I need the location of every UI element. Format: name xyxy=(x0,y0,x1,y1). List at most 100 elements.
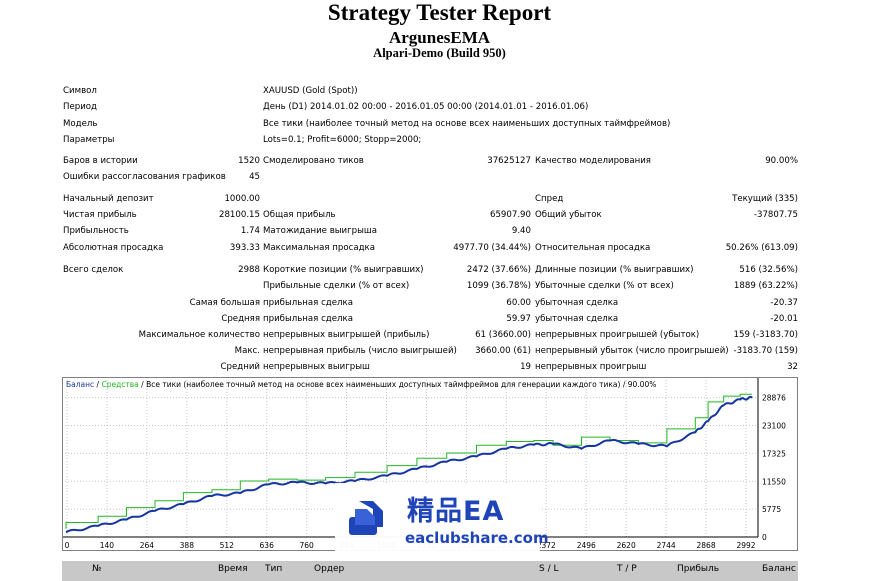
largest-loss-label: убыточная сделка xyxy=(535,298,619,308)
max-cons-losses-label: непрерывных проигрышей (убыток) xyxy=(535,330,700,340)
col-tp: T / P xyxy=(617,564,637,574)
ticks-value: 37625127 xyxy=(487,156,531,166)
average-loss-value: -20.01 xyxy=(770,314,798,324)
gross-loss-label: Общий убыток xyxy=(535,210,602,220)
total-trades-label: Всего сделок xyxy=(63,265,124,275)
deposit-label: Начальный депозит xyxy=(63,194,154,204)
model-label: Модель xyxy=(63,119,98,129)
spread-value: Текущий (335) xyxy=(732,194,798,204)
abs-drawdown-label: Абсолютная просадка xyxy=(63,243,164,253)
max-cons-wins-value: 61 (3660.00) xyxy=(475,330,531,340)
profit-factor-label: Прибыльность xyxy=(63,226,129,236)
bars-label: Баров в истории xyxy=(63,156,138,166)
x-tick-label: 2620 xyxy=(617,541,636,550)
x-tick-label: 0 xyxy=(65,541,70,550)
profit-factor-value: 1.74 xyxy=(240,226,260,236)
avg-cons-losses-label: непрерывных проигрыш xyxy=(535,362,647,372)
ticks-label: Смоделировано тиков xyxy=(263,156,364,166)
short-positions-value: 2472 (37.66%) xyxy=(466,265,531,275)
col-number: № xyxy=(92,564,102,574)
short-positions-label: Короткие позиции (% выигравших) xyxy=(263,265,424,275)
expected-payoff-label: Матожидание выигрыша xyxy=(263,226,378,236)
profit-trades-label: Прибыльные сделки (% от всех) xyxy=(263,281,410,291)
x-tick-label: 2868 xyxy=(697,541,716,550)
chart-legend: Баланс / Средства / Все тики (наиболее т… xyxy=(66,380,656,389)
rel-drawdown-value: 50.26% (613.09) xyxy=(725,243,798,253)
max-label: Макс. xyxy=(234,346,260,356)
average-label: Средняя xyxy=(221,314,260,324)
long-positions-label: Длинные позиции (% выигравших) xyxy=(535,265,694,275)
watermark: 精品EA eaclubshare.com xyxy=(335,483,549,553)
col-profit: Прибыль xyxy=(677,564,720,574)
model-value: Все тики (наиболее точный метод на основ… xyxy=(263,119,671,129)
x-tick-label: 2992 xyxy=(736,541,755,550)
avg-cons-losses-value: 32 xyxy=(787,362,798,372)
legend-description: / Все тики (наиболее точный метод на осн… xyxy=(139,380,657,389)
max-drawdown-label: Максимальная просадка xyxy=(263,243,375,253)
max-cons-profit-value: 3660.00 (61) xyxy=(475,346,531,356)
gross-profit-value: 65907.90 xyxy=(489,210,531,220)
quality-value: 90.00% xyxy=(765,156,798,166)
max-cons-wins-label: непрерывных выигрышей (прибыль) xyxy=(263,330,430,340)
expert-name: ArgunesEMA xyxy=(388,28,491,47)
server-name: Alpari-Demo (Build 950) xyxy=(373,46,506,60)
legend-equity: Средства xyxy=(101,380,138,389)
total-trades-value: 2988 xyxy=(238,265,260,275)
symbol-value: XAUUSD (Gold (Spot)) xyxy=(263,86,358,96)
x-tick-label: 512 xyxy=(220,541,235,550)
x-tick-label: 2372 xyxy=(537,541,556,550)
max-cons-profit-label: непрерывная прибыль (число выигрышей) xyxy=(263,346,457,356)
watermark-brand: 精品EA xyxy=(407,496,505,527)
average-profit-value: 59.97 xyxy=(506,314,531,324)
x-tick-label: 636 xyxy=(260,541,275,550)
errors-value: 45 xyxy=(249,172,260,182)
gross-profit-label: Общая прибыль xyxy=(263,210,336,220)
long-positions-value: 516 (32.56%) xyxy=(739,265,798,275)
gross-loss-value: -37807.75 xyxy=(753,210,798,220)
quality-label: Качество моделирования xyxy=(535,156,651,166)
avg-label: Средний xyxy=(220,362,260,372)
series-equity-line xyxy=(65,393,753,529)
report-title: Strategy Tester Report xyxy=(327,0,552,25)
col-time: Время xyxy=(218,564,248,574)
y-tick-label: 23100 xyxy=(762,422,786,431)
largest-profit-value: 60.00 xyxy=(506,298,531,308)
x-tick-label: 388 xyxy=(180,541,195,550)
max-count-label: Максимальное количество xyxy=(138,330,260,340)
rel-drawdown-label: Относительная просадка xyxy=(535,243,651,253)
period-label: Период xyxy=(63,102,97,112)
params-value: Lots=0.1; Profit=6000; Stopp=2000; xyxy=(263,135,422,145)
largest-label: Самая большая xyxy=(189,298,260,308)
x-tick-label: 2744 xyxy=(657,541,676,550)
watermark-site: eaclubshare.com xyxy=(405,529,549,547)
avg-cons-wins-value: 19 xyxy=(520,362,531,372)
bars-value: 1520 xyxy=(238,156,260,166)
average-profit-label: прибыльная сделка xyxy=(263,314,353,324)
col-balance: Баланс xyxy=(762,564,796,574)
spread-label: Спред xyxy=(535,194,564,204)
largest-profit-label: прибыльная сделка xyxy=(263,298,353,308)
period-value: День (D1) 2014.01.02 00:00 - 2016.01.05 … xyxy=(263,102,589,112)
x-tick-label: 2496 xyxy=(577,541,596,550)
largest-loss-value: -20.37 xyxy=(770,298,798,308)
y-tick-label: 17325 xyxy=(762,449,786,458)
x-tick-label: 140 xyxy=(100,541,115,550)
series-balance-line xyxy=(65,395,753,534)
y-tick-label: 28876 xyxy=(762,394,786,403)
y-tick-label: 11550 xyxy=(762,477,786,486)
col-order: Ордер xyxy=(314,564,345,574)
watermark-logo-icon xyxy=(349,501,383,535)
avg-cons-wins-label: непрерывных выигрыш xyxy=(263,362,370,372)
max-cons-loss-label: непрерывный убыток (число проигрышей) xyxy=(535,346,729,356)
net-profit-label: Чистая прибыль xyxy=(63,210,137,220)
legend-balance: Баланс xyxy=(66,380,94,389)
trades-table-header: № Время Тип Ордер S / L T / P Прибыль Ба… xyxy=(62,561,798,581)
abs-drawdown-value: 393.33 xyxy=(229,243,260,253)
x-tick-label: 760 xyxy=(299,541,314,550)
max-cons-losses-value: 159 (-3183.70) xyxy=(733,330,798,340)
params-label: Параметры xyxy=(63,135,115,145)
deposit-value: 1000.00 xyxy=(224,194,260,204)
max-drawdown-value: 4977.70 (34.44%) xyxy=(453,243,531,253)
average-loss-label: убыточная сделка xyxy=(535,314,619,324)
y-tick-label: 0 xyxy=(762,533,767,542)
